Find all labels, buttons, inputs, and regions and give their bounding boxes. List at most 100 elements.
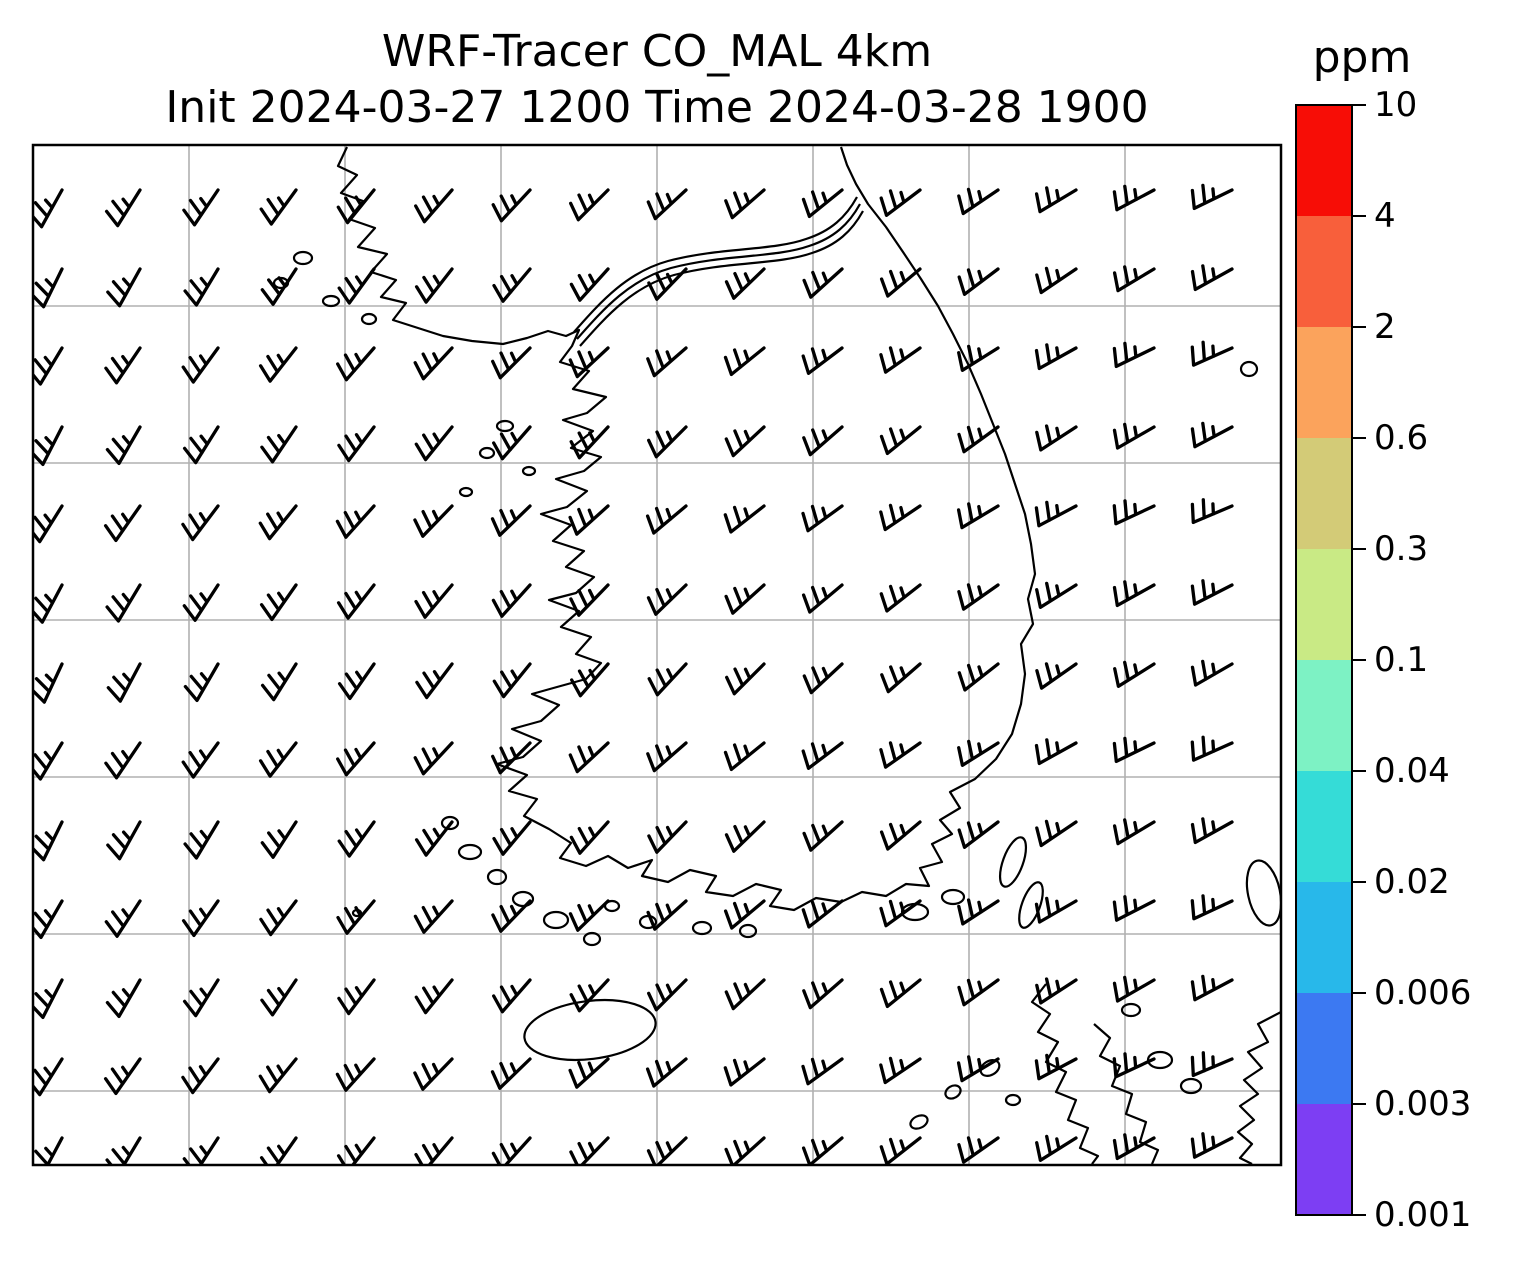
wind-barbs: [33, 183, 1234, 1165]
colorbar-segment: [1296, 438, 1352, 549]
wind-barb: [1112, 1052, 1156, 1079]
wind-barb: [335, 1057, 376, 1092]
wind-barb: [414, 267, 454, 304]
korea-coastline: [336, 146, 1037, 912]
wind-barb: [569, 188, 610, 222]
colorbar-segment: [1296, 993, 1352, 1104]
colorbar-tick-labels: 10 4 2 0.6 0.3 0.1 0.04 0.02 0.006 0.003 0.001: [1374, 85, 1471, 1235]
wind-barb: [258, 741, 298, 778]
wind-barb: [801, 583, 844, 614]
wind-barb: [491, 1136, 532, 1165]
wind-barb: [646, 346, 688, 378]
wind-barb: [336, 899, 376, 935]
colorbar-segment: [1296, 660, 1352, 771]
wind-barb: [1035, 424, 1078, 452]
wind-barb: [336, 346, 376, 382]
wind-barb: [181, 741, 220, 779]
wind-barb: [106, 662, 142, 703]
wind-barb: [33, 1136, 64, 1165]
wind-barb: [568, 741, 610, 774]
wind-barb: [182, 583, 220, 622]
colorbar-segment: [1296, 105, 1352, 216]
wind-barb: [1112, 341, 1156, 369]
wind-barb: [33, 662, 64, 704]
wind-barb: [569, 820, 610, 855]
wind-barb: [879, 425, 922, 456]
wind-barb: [414, 425, 454, 462]
wind-barb: [724, 583, 766, 615]
wind-barb: [802, 425, 844, 457]
wind-barb: [1035, 1134, 1078, 1162]
wind-barb: [569, 1136, 610, 1165]
wind-barb: [880, 662, 922, 694]
wind-barb: [647, 820, 688, 854]
coastline: [272, 146, 1281, 1165]
wind-barb: [879, 820, 922, 851]
wind-barb: [337, 267, 376, 305]
colorbar-segments: [1296, 105, 1352, 1215]
wind-barb: [1112, 184, 1156, 212]
colorbar-segment: [1296, 771, 1352, 882]
chart-subtitle: Init 2024-03-27 1200 Time 2024-03-28 190…: [165, 82, 1148, 133]
colorbar-segment: [1296, 549, 1352, 660]
wind-barb: [337, 978, 376, 1016]
colorbar-tick-label: 0.003: [1374, 1084, 1471, 1124]
colorbar-segment: [1296, 327, 1352, 438]
wind-barb: [1034, 500, 1078, 528]
wind-barb: [646, 741, 688, 773]
wind-barb: [957, 267, 1000, 296]
wind-barb: [181, 899, 220, 938]
wind-barb: [414, 1136, 454, 1165]
wind-barb: [1035, 581, 1078, 609]
wind-barb: [260, 820, 298, 859]
wind-barb: [491, 583, 532, 618]
wind-barb: [413, 504, 454, 538]
wind-barb: [181, 346, 220, 384]
wind-barb: [646, 899, 688, 931]
wind-barb: [33, 583, 64, 624]
wind-barb: [647, 978, 688, 1012]
wind-barb: [1112, 1133, 1156, 1161]
wind-barb: [1034, 1053, 1078, 1081]
wind-barb: [879, 899, 922, 928]
wind-barb: [105, 583, 142, 623]
wind-barb: [1190, 264, 1234, 292]
wind-barb: [414, 188, 454, 224]
wind-barb: [801, 504, 844, 533]
wind-barb: [414, 978, 454, 1015]
wind-barb: [490, 504, 532, 537]
colorbar: ppm 10 4 2 0.6 0.3 0.1 0.04 0.02 0.006 0.003 0.001: [1295, 32, 1471, 1235]
wind-barb: [1034, 738, 1078, 766]
wind-barb: [801, 741, 844, 770]
wind-barb: [1190, 421, 1234, 449]
wind-barb: [490, 1057, 532, 1090]
wind-barb: [724, 820, 766, 853]
wind-barb: [646, 583, 688, 616]
wind-barb: [491, 188, 532, 223]
wind-barb: [33, 188, 64, 229]
wind-barb: [957, 820, 1000, 849]
wind-barb: [957, 662, 1000, 692]
wind-barb: [1035, 977, 1078, 1005]
wind-barb: [1190, 498, 1234, 525]
wind-barb: [957, 187, 1000, 216]
colorbar-ticks: [1352, 104, 1366, 1216]
wind-barb: [801, 1136, 844, 1165]
wind-barb: [258, 346, 298, 383]
dmz-border-lines: [573, 196, 864, 347]
wind-barb: [569, 267, 610, 302]
wind-barb: [259, 899, 298, 937]
wind-barb: [957, 898, 1000, 926]
colorbar-segment: [1296, 882, 1352, 993]
wind-barb: [337, 820, 376, 858]
wind-barb: [725, 662, 766, 696]
wind-barb: [413, 346, 454, 381]
wind-barb: [568, 504, 610, 536]
wind-barb: [33, 978, 64, 1020]
wind-barb: [106, 820, 142, 861]
wind-barb: [1112, 736, 1156, 764]
wind-barb: [570, 662, 610, 698]
chart-title: WRF-Tracer CO_MAL 4km: [382, 26, 932, 77]
